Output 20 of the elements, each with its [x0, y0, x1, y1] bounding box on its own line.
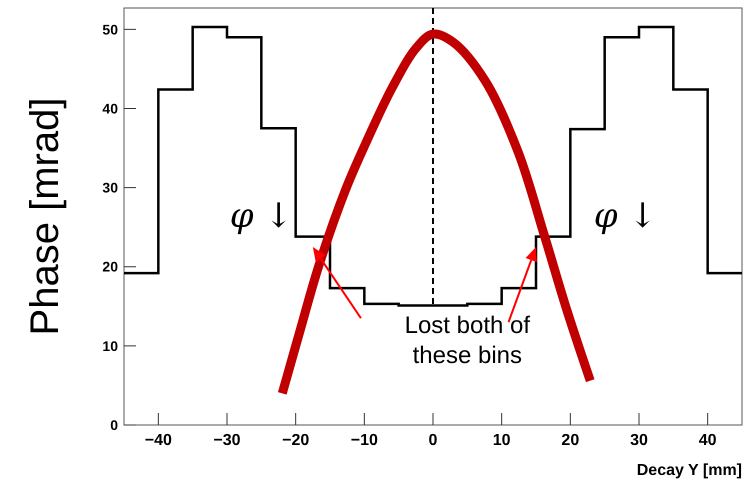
x-tick-label: 30 [630, 432, 648, 449]
y-tick-label: 10 [102, 338, 118, 354]
annotation: φ ↓ [230, 196, 293, 236]
x-tick-label: −30 [213, 432, 241, 449]
y-tick-label: 40 [102, 100, 118, 116]
x-tick-label: −20 [282, 432, 310, 449]
y-tick-label: 30 [102, 180, 118, 196]
x-tick-label: 0 [428, 432, 438, 449]
x-axis-title: Decay Y [mm] [636, 462, 742, 479]
annotation: φ ↓ [594, 196, 657, 236]
y-tick-label: 50 [102, 21, 118, 38]
x-tick-label: −10 [350, 432, 378, 449]
x-tick-label: 20 [561, 432, 580, 449]
y-tick-label: 0 [110, 416, 118, 433]
y-tick-label: 20 [102, 258, 118, 275]
x-tick-label: −40 [144, 432, 172, 449]
x-tick-label: 10 [492, 432, 511, 449]
y-axis-title: Phase [mrad] [23, 98, 67, 336]
annotation: Lost both of these bins [404, 312, 530, 369]
x-tick-label: 40 [698, 432, 717, 449]
